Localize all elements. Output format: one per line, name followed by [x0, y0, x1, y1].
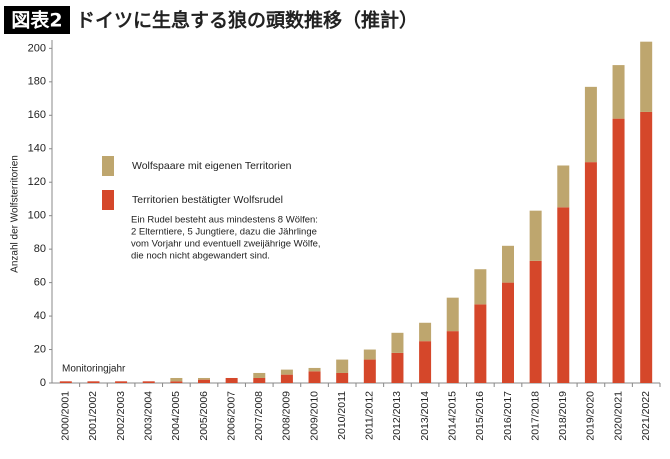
x-tick-label: 2001/2002	[87, 391, 99, 441]
bar-segment	[198, 379, 210, 383]
x-tick-label: 2007/2008	[253, 391, 265, 441]
x-tick-label: 2010/2011	[336, 391, 348, 440]
x-tick-label: 2008/2009	[281, 391, 293, 441]
bar-segment	[584, 162, 597, 383]
y-axis-label: Anzahl der Wolfsterritorien	[10, 155, 21, 273]
legend-swatch	[102, 156, 114, 176]
x-tick-label: 2009/2010	[308, 391, 320, 441]
legend-label: Wolfspaare mit eigenen Territorien	[132, 160, 292, 172]
y-tick-label: 40	[34, 310, 46, 322]
note-line: 2 Elterntiere, 5 Jungtiere, dazu die Jäh…	[131, 227, 317, 238]
x-axis-label: Monitoringjahr	[62, 364, 126, 375]
bar-segment	[474, 269, 487, 305]
bar-segment	[502, 282, 514, 383]
bar-segment	[557, 165, 570, 208]
bar-segment	[529, 260, 542, 383]
bar-segment	[253, 377, 266, 383]
y-tick-label: 60	[34, 277, 46, 289]
bar-segment	[280, 369, 293, 375]
bar-segment	[640, 111, 653, 383]
bar-segment	[170, 381, 183, 383]
y-tick-label: 180	[28, 76, 46, 88]
y-tick-label: 160	[28, 109, 46, 121]
x-tick-label: 2018/2019	[557, 391, 569, 441]
y-tick-label: 100	[28, 210, 46, 222]
chart-title: ドイツに生息する狼の頭数推移（推計）	[76, 9, 418, 32]
bar-segment	[87, 381, 100, 383]
bar-segment	[446, 297, 459, 332]
bar-segment	[336, 359, 349, 373]
y-tick-label: 140	[28, 143, 46, 155]
y-tick-label: 0	[40, 377, 46, 389]
legend-swatch	[102, 190, 114, 210]
bar-segment	[363, 359, 376, 383]
x-tick-label: 2015/2016	[474, 391, 486, 441]
bar-segment	[170, 377, 183, 382]
bar-segment	[280, 374, 293, 383]
bar-segment	[612, 65, 625, 119]
x-tick-label: 2021/2022	[640, 391, 652, 441]
y-tick-label: 80	[34, 243, 46, 255]
bar-segment	[502, 245, 514, 283]
note-line: Ein Rudel besteht aus mindestens 8 Wölfe…	[131, 215, 318, 226]
bar-segment	[474, 304, 487, 383]
bar-segment	[198, 377, 210, 380]
x-tick-label: 2002/2003	[115, 391, 127, 441]
legend-label: Territorien bestätigter Wolfsrudel	[132, 194, 283, 206]
bar-segment	[419, 341, 432, 383]
figure-label: 図表2	[11, 9, 62, 32]
bar-segment	[529, 210, 542, 261]
x-tick-label: 2019/2020	[585, 391, 597, 441]
x-tick-label: 2014/2015	[447, 391, 459, 441]
y-tick-label: 200	[28, 42, 46, 54]
y-tick-label: 20	[34, 343, 46, 355]
x-tick-label: 2011/2012	[364, 391, 376, 440]
bar-segment	[446, 331, 459, 383]
note-line: vom Vorjahr und eventuell zweijährige Wö…	[131, 239, 321, 250]
bar-segment	[612, 118, 625, 383]
x-tick-label: 2016/2017	[502, 391, 514, 441]
x-tick-label: 2006/2007	[225, 391, 237, 441]
x-tick-label: 2020/2021	[612, 391, 624, 441]
bar-segment	[59, 381, 72, 383]
x-tick-label: 2017/2018	[529, 391, 541, 441]
x-tick-label: 2013/2014	[419, 391, 431, 441]
x-tick-label: 2000/2001	[60, 391, 72, 441]
note-line: die noch nicht abgewandert sind.	[131, 251, 270, 262]
bar-segment	[584, 86, 597, 163]
bar-segment	[336, 372, 349, 383]
bar-segment	[391, 332, 404, 353]
label-box	[4, 6, 70, 34]
bar-segment	[308, 367, 321, 372]
x-tick-label: 2004/2005	[170, 391, 182, 441]
x-tick-label: 2012/2013	[391, 391, 403, 441]
x-tick-label: 2005/2006	[198, 391, 210, 441]
bar-segment	[115, 381, 128, 383]
bar-segment	[225, 377, 238, 383]
bar-segment	[308, 371, 321, 383]
bar-segment	[363, 349, 376, 360]
bar-segment	[419, 322, 432, 342]
bar-segment	[640, 41, 653, 112]
bar-segment	[142, 381, 155, 383]
bar-segment	[253, 372, 266, 378]
x-tick-label: 2003/2004	[143, 391, 155, 441]
bar-segment	[391, 352, 404, 383]
bar-segment	[557, 207, 570, 383]
y-tick-label: 120	[28, 176, 46, 188]
